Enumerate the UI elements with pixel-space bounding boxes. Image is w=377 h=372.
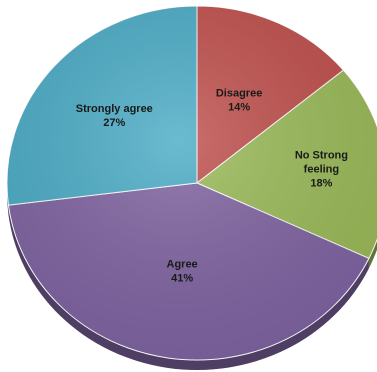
- slice-label-disagree: Disagree 14%: [216, 88, 262, 114]
- slice-value-disagree: 14%: [228, 102, 250, 114]
- pie-labels: Disagree 14% No Strong feeling 18% Agree 41% St…: [76, 88, 348, 285]
- slice-name-agree: Agree: [167, 258, 198, 270]
- slice-name-disagree: Disagree: [216, 88, 262, 100]
- slice-value-strongly-agree: 27%: [103, 117, 125, 129]
- slice-label-strongly-agree: Strongly agree 27%: [76, 103, 153, 129]
- slice-name-no-strong-feeling: feeling: [304, 163, 339, 175]
- slice-value-agree: 41%: [171, 272, 193, 284]
- slice-label-agree: Agree 41%: [167, 258, 198, 284]
- slice-name-strongly-agree: Strongly agree: [76, 103, 153, 115]
- slice-label-no-strong-feeling: No Strong feeling 18%: [295, 149, 348, 189]
- slice-name-no-strong-feeling: No Strong: [295, 149, 348, 161]
- slice-value-no-strong-feeling: 18%: [310, 177, 332, 189]
